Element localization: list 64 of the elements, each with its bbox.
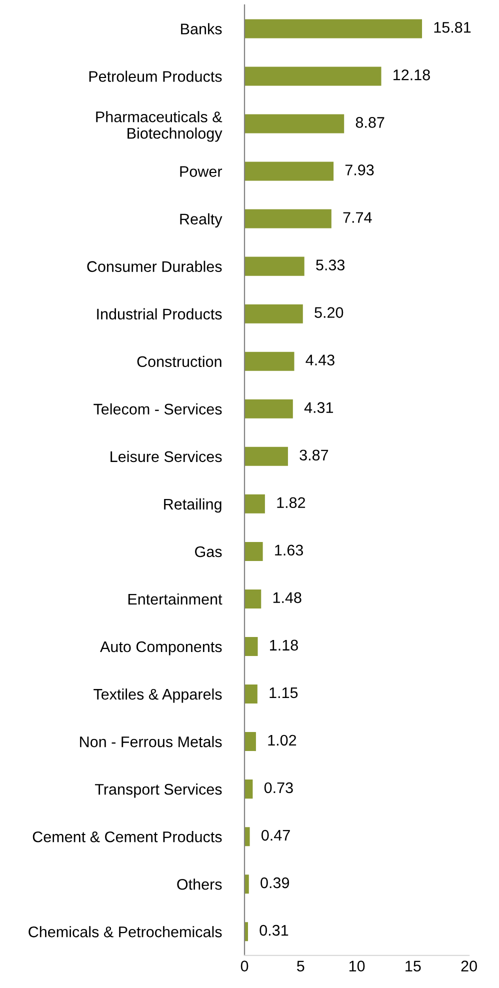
y-tick-label: Auto Components [100, 641, 222, 656]
x-tick-label: 15 [406, 960, 421, 972]
y-tick-label: Entertainment [128, 593, 222, 605]
data-label: 7.74 [343, 212, 372, 223]
data-label: 0.39 [260, 877, 290, 888]
data-label: 12.18 [394, 70, 430, 80]
x-tick-label: 20 [461, 960, 477, 972]
y-tick-label: Power [180, 166, 222, 177]
bar [244, 494, 265, 514]
bar [244, 684, 258, 704]
data-label: 7.93 [345, 164, 374, 176]
y-tick-label: Banks [181, 23, 222, 34]
y-tick-label: Gas [195, 546, 222, 558]
bar [244, 66, 382, 86]
bar [244, 19, 422, 38]
y-tick-label: Others [177, 878, 222, 890]
bar [244, 209, 332, 228]
y-tick-label: Industrial Products [97, 308, 222, 320]
x-tick-label: 5 [297, 960, 304, 972]
y-tick-label: Non - Ferrous Metals [80, 736, 222, 748]
data-label: 0.31 [260, 924, 288, 936]
data-label: 15.81 [434, 22, 471, 33]
y-tick-label: Petroleum Products [89, 70, 222, 82]
bar [244, 780, 253, 799]
bar [244, 732, 256, 752]
bar [244, 636, 258, 656]
bar [244, 446, 288, 466]
y-tick-label: Transport Services [95, 784, 222, 798]
bar [244, 162, 334, 181]
y-tick-label: Pharmaceuticals & Biotechnology [96, 111, 222, 142]
data-label: 1.48 [273, 592, 302, 604]
y-tick-label: Telecom - Services [94, 403, 222, 415]
bar [244, 256, 304, 276]
bar [244, 352, 294, 371]
data-label: 4.31 [304, 402, 333, 413]
bar [244, 589, 262, 608]
data-label: 5.20 [314, 307, 344, 318]
data-label: 1.82 [277, 497, 306, 508]
data-label: 1.18 [270, 640, 298, 651]
data-label: 1.63 [275, 544, 303, 556]
data-label: 1.15 [270, 687, 298, 698]
y-tick-label: Cement & Cement Products [32, 831, 222, 842]
data-label: 0.73 [264, 782, 293, 794]
y-tick-label: Leisure Services [110, 450, 222, 462]
data-label: 5.33 [316, 260, 345, 270]
y-tick-label: Chemicals & Petrochemicals [28, 926, 222, 938]
x-tick-label: 10 [349, 960, 365, 972]
data-label: 8.87 [356, 117, 384, 128]
bar [244, 542, 263, 561]
y-tick-label: Consumer Durables [87, 260, 222, 272]
y-tick-label: Textiles & Apparels [94, 688, 222, 703]
data-label: 3.87 [300, 450, 328, 461]
bar [244, 399, 293, 418]
y-tick-label: Realty [180, 213, 222, 228]
x-tick-label: 0 [240, 960, 248, 972]
bar [244, 304, 303, 324]
y-tick-label: Retailing [164, 498, 222, 513]
bar [244, 827, 250, 846]
bar [244, 874, 249, 894]
bar [244, 114, 344, 134]
y-tick-label: Construction [137, 356, 222, 368]
data-label: 1.02 [268, 734, 296, 746]
data-label: 0.47 [261, 830, 290, 841]
data-label: 4.43 [306, 354, 334, 366]
